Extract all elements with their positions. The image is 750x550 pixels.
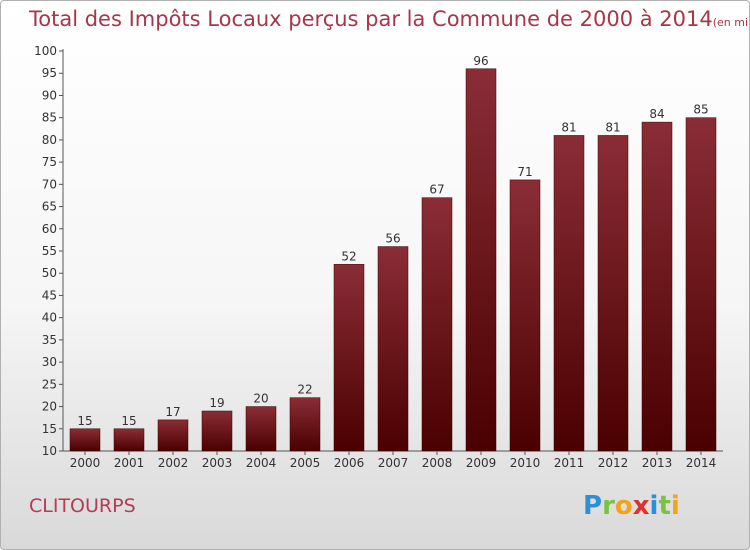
bar <box>553 135 585 452</box>
y-tick-label: 80 <box>42 133 57 147</box>
y-tick-label: 65 <box>42 200 57 214</box>
bars-group <box>69 68 717 452</box>
bar <box>641 121 673 452</box>
x-tick-label: 2010 <box>510 456 541 470</box>
bar <box>245 406 277 452</box>
x-tick-label: 2000 <box>70 456 101 470</box>
data-label: 67 <box>429 183 444 197</box>
chart-title: Total des Impôts Locaux perçus par la Co… <box>29 7 749 31</box>
x-tick-label: 2013 <box>642 456 673 470</box>
data-label: 17 <box>165 405 180 419</box>
logo-letter: t <box>658 491 671 521</box>
x-tick-label: 2011 <box>554 456 585 470</box>
data-label: 96 <box>473 54 488 68</box>
y-tick-label: 90 <box>42 88 57 102</box>
y-tick-label: 25 <box>42 377 57 391</box>
logo-letter: P <box>583 491 603 521</box>
bar <box>465 68 497 452</box>
y-tick-label: 50 <box>42 266 57 280</box>
bar <box>157 419 189 452</box>
y-tick-label: 30 <box>42 355 57 369</box>
y-tick-label: 40 <box>42 311 57 325</box>
x-tick-label: 2006 <box>334 456 365 470</box>
y-tick-label: 75 <box>42 155 57 169</box>
y-tick-label: 15 <box>42 422 57 436</box>
y-tick-label: 35 <box>42 333 57 347</box>
data-label: 71 <box>517 165 532 179</box>
bar <box>289 397 321 452</box>
commune-name: CLITOURPS <box>29 495 136 517</box>
y-axis-ticks: 10 15 20 25 30 35 40 45 50 55 60 65 70 75 80 85 90 95 100 <box>34 44 63 458</box>
logo-letter: r <box>602 491 615 521</box>
x-tick-label: 2014 <box>686 456 717 470</box>
bar <box>421 197 453 452</box>
chart-title-text: Total des Impôts Locaux perçus par la Co… <box>29 7 713 31</box>
data-label: 84 <box>649 107 664 121</box>
data-labels: 15 15 17 19 20 22 52 56 67 96 71 81 81 84 85 <box>77 54 708 428</box>
logo-letter: i <box>649 491 659 521</box>
bar <box>201 410 233 452</box>
x-tick-label: 2004 <box>246 456 277 470</box>
y-tick-label: 45 <box>42 288 57 302</box>
data-label: 56 <box>385 232 400 246</box>
x-axis-ticks: 2000 2001 2002 2003 2004 2005 2006 2007 2008 2009… <box>70 451 717 470</box>
bar <box>685 117 717 452</box>
y-tick-label: 70 <box>42 177 57 191</box>
data-label: 15 <box>77 414 92 428</box>
y-tick-label: 55 <box>42 244 57 258</box>
x-tick-label: 2009 <box>466 456 497 470</box>
chart-unit: (en milliers d'€) <box>712 16 749 29</box>
x-tick-label: 2008 <box>422 456 453 470</box>
y-tick-label: 20 <box>42 400 57 414</box>
x-tick-label: 2012 <box>598 456 629 470</box>
y-tick-label: 95 <box>42 66 57 80</box>
data-label: 85 <box>693 103 708 117</box>
bar <box>377 246 409 452</box>
data-label: 81 <box>605 120 620 134</box>
y-tick-label: 60 <box>42 222 57 236</box>
proxiti-logo: Proxiti <box>583 491 680 521</box>
x-tick-label: 2007 <box>378 456 409 470</box>
data-label: 19 <box>209 396 224 410</box>
data-label: 22 <box>297 383 312 397</box>
x-tick-label: 2003 <box>202 456 233 470</box>
x-tick-label: 2001 <box>114 456 145 470</box>
logo-letter: i <box>670 491 680 521</box>
bar <box>597 135 629 452</box>
bar <box>333 264 365 452</box>
y-tick-label: 10 <box>42 444 57 458</box>
y-tick-label: 100 <box>34 44 57 58</box>
data-label: 15 <box>121 414 136 428</box>
data-label: 81 <box>561 120 576 134</box>
x-tick-label: 2002 <box>158 456 189 470</box>
x-tick-label: 2005 <box>290 456 321 470</box>
bar <box>69 428 101 452</box>
logo-letter: x <box>632 491 650 521</box>
data-label: 20 <box>253 392 268 406</box>
data-label: 52 <box>341 249 356 263</box>
y-tick-label: 85 <box>42 111 57 125</box>
bar <box>509 179 541 452</box>
bar <box>113 428 145 452</box>
logo-letter: o <box>614 491 633 521</box>
